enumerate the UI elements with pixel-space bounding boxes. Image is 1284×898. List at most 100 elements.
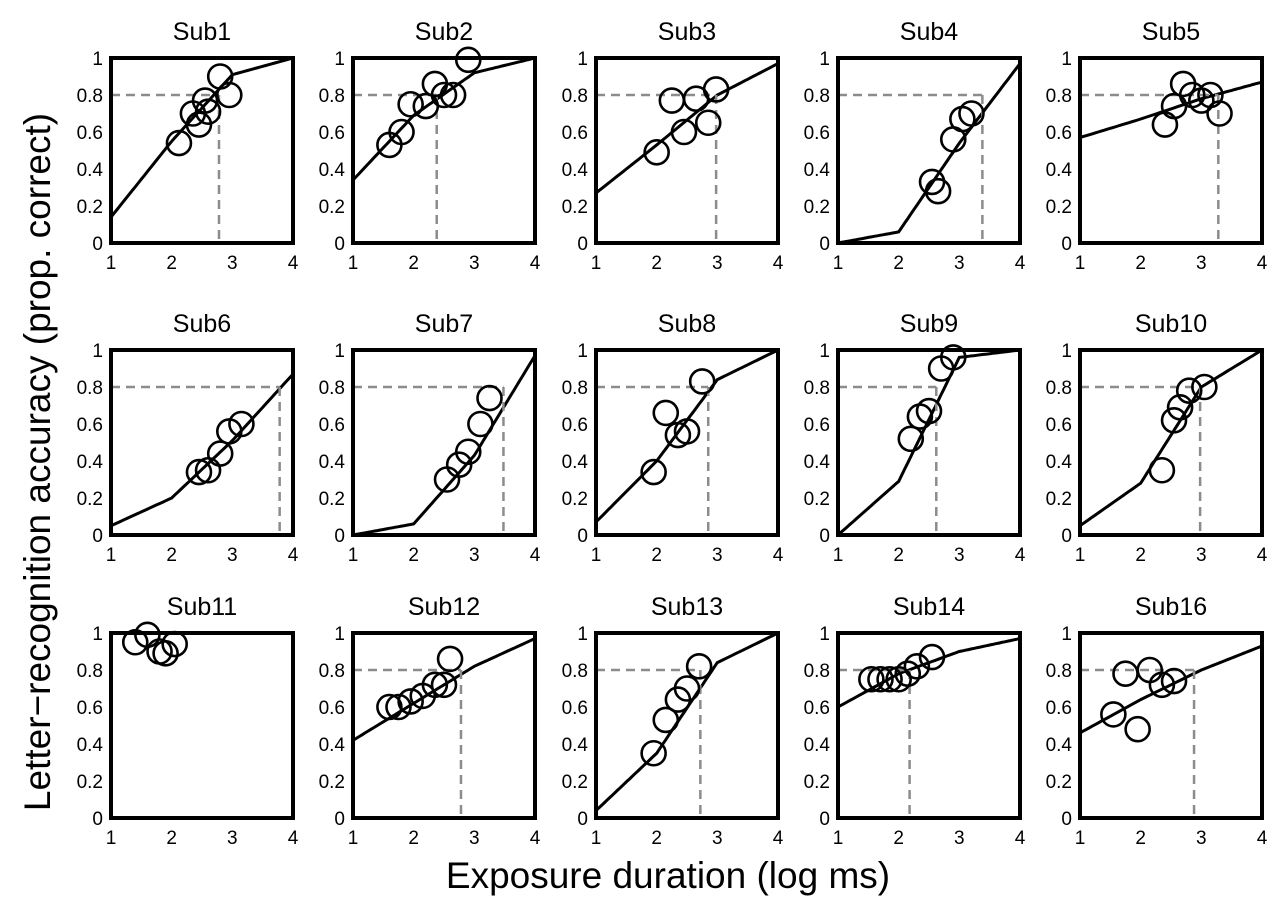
data-point — [1124, 715, 1151, 743]
y-tick-label: 0.2 — [804, 772, 830, 793]
x-tick-label: 4 — [288, 545, 299, 566]
data-point — [430, 81, 458, 109]
panel-sub12: Sub12 0 0.2 0.4 0.6 0.8 1 1 2 3 4 — [319, 593, 541, 849]
plot-frame — [351, 631, 537, 820]
x-tick-label: 3 — [227, 828, 238, 849]
panel-title: Sub12 — [408, 593, 480, 621]
panel-sub14: Sub14 0 0.2 0.4 0.6 0.8 1 1 2 3 4 — [804, 593, 1026, 849]
data-point — [694, 109, 722, 137]
y-tick-label: 0.8 — [77, 378, 103, 399]
plot-frame — [836, 56, 1022, 245]
x-tick-label: 2 — [408, 253, 419, 274]
x-tick-label: 2 — [651, 545, 662, 566]
y-tick-label: 0 — [92, 526, 103, 547]
y-tick-label: 0.6 — [562, 123, 588, 144]
x-tick-label: 1 — [833, 828, 844, 849]
x-tick-label: 1 — [1075, 545, 1086, 566]
y-tick-label: 0.4 — [562, 452, 589, 473]
x-tick-label: 3 — [469, 545, 480, 566]
y-tick-label: 1 — [334, 624, 345, 645]
plot-frame — [1078, 56, 1264, 245]
y-tick-label: 1 — [92, 624, 103, 645]
data-point — [702, 76, 730, 103]
data-point — [673, 675, 701, 702]
y-tick-label: 0 — [819, 234, 830, 255]
data-point — [1112, 660, 1139, 688]
x-tick-label: 2 — [893, 828, 904, 849]
y-tick-label: 1 — [92, 49, 103, 70]
y-tick-label: 1 — [577, 49, 588, 70]
fit-curve — [595, 62, 779, 195]
x-tick-label: 3 — [954, 545, 965, 566]
y-tick-label: 0.8 — [562, 378, 588, 399]
data-point — [643, 139, 670, 166]
fit-curve — [837, 62, 1022, 245]
y-tick-label: 1 — [577, 341, 588, 362]
panel-sub7: Sub7 0 0.2 0.4 0.6 0.8 1 1 2 3 4 — [319, 310, 541, 566]
x-tick-label: 3 — [227, 545, 238, 566]
x-tick-label: 1 — [106, 828, 117, 849]
panel-sub6: Sub6 0 0.2 0.4 0.6 0.8 1 1 2 3 4 — [77, 310, 299, 566]
data-point — [673, 418, 701, 445]
y-tick-label: 0.2 — [804, 197, 830, 218]
fit-curve — [352, 637, 536, 742]
plot-frame — [1078, 631, 1264, 820]
x-tick-label: 4 — [1015, 253, 1026, 274]
data-point — [876, 665, 903, 693]
panel-title: Sub6 — [173, 310, 231, 338]
y-tick-label: 0.4 — [319, 452, 346, 473]
y-tick-label: 0.8 — [1046, 86, 1072, 107]
data-point — [939, 344, 967, 371]
panel-title: Sub7 — [415, 310, 473, 338]
plot-frame — [109, 56, 295, 245]
y-tick-label: 0.8 — [804, 86, 830, 107]
x-tick-label: 2 — [1135, 253, 1146, 274]
data-point — [454, 438, 482, 466]
y-tick-label: 0.6 — [1046, 698, 1072, 719]
y-tick-label: 0.8 — [1046, 661, 1072, 682]
y-tick-label: 0 — [1061, 526, 1072, 547]
y-tick-label: 0.4 — [1046, 735, 1073, 756]
data-point — [1148, 456, 1176, 484]
data-point — [924, 177, 952, 205]
y-tick-label: 0 — [819, 526, 830, 547]
x-tick-label: 1 — [591, 545, 602, 566]
x-tick-label: 2 — [1135, 828, 1146, 849]
data-point — [858, 665, 885, 693]
data-point — [903, 652, 931, 680]
x-tick-label: 2 — [893, 545, 904, 566]
panel-title: Sub11 — [167, 593, 237, 621]
y-tick-label: 0.6 — [319, 123, 345, 144]
x-tick-label: 3 — [712, 828, 723, 849]
plot-frame — [836, 631, 1022, 820]
x-tick-label: 1 — [106, 545, 117, 566]
x-tick-label: 4 — [530, 253, 541, 274]
data-point — [439, 81, 467, 109]
x-tick-label: 1 — [348, 545, 359, 566]
panel-sub8: Sub8 0 0.2 0.4 0.6 0.8 1 1 2 3 4 — [562, 310, 784, 566]
panel-sub3: Sub3 0 0.2 0.4 0.6 0.8 1 1 2 3 4 — [562, 18, 784, 274]
plot-frame — [594, 631, 780, 820]
fit-curve — [1079, 644, 1263, 735]
y-tick-label: 0.4 — [77, 452, 104, 473]
fit-curve — [110, 373, 295, 528]
y-tick-label: 0.2 — [77, 489, 103, 510]
y-tick-label: 0.6 — [77, 123, 103, 144]
y-tick-label: 0.4 — [562, 160, 589, 181]
x-tick-label: 1 — [591, 828, 602, 849]
x-tick-label: 4 — [288, 828, 299, 849]
plot-frame — [594, 348, 780, 537]
x-tick-label: 3 — [469, 253, 480, 274]
x-tick-label: 1 — [1075, 253, 1086, 274]
data-point — [915, 397, 943, 425]
panel-sub11: Sub11 0 0.2 0.4 0.6 0.8 1 1 2 3 4 — [77, 593, 299, 849]
y-tick-label: 0.6 — [77, 698, 103, 719]
panel-title: Sub4 — [900, 18, 958, 46]
data-point — [688, 368, 716, 395]
x-tick-label: 2 — [166, 545, 177, 566]
data-point — [1160, 667, 1188, 695]
y-tick-label: 0.6 — [1046, 415, 1072, 436]
y-tick-label: 0 — [577, 234, 588, 255]
data-point — [191, 87, 219, 114]
